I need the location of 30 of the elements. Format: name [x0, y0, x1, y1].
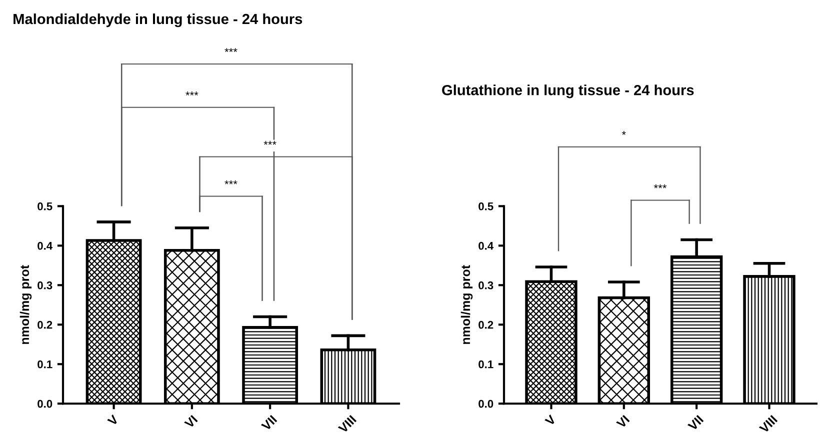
y-tick-label: 0.0 — [38, 400, 52, 408]
chart-title: Malondialdehyde in lung tissue - 24 hours — [14, 13, 302, 28]
y-tick-label: 0.4 — [38, 242, 53, 250]
text: *** — [654, 184, 667, 188]
y-axis-title: nmol/mg prot — [20, 265, 32, 344]
text: *** — [264, 140, 276, 145]
x-tick-label: V — [107, 414, 119, 426]
text: * — [622, 131, 626, 135]
x-tick-label: V — [544, 414, 556, 426]
y-tick-label: 0.4 — [478, 242, 494, 250]
y-axis-title: nmol/mg prot — [460, 265, 473, 344]
y-tick-label: 0.2 — [38, 320, 52, 329]
x-tick-label: VII — [687, 414, 704, 432]
x-tick-label: VI — [184, 414, 198, 429]
x-tick-label: VIII — [338, 414, 357, 434]
chart-title: Glutathione in lung tissue - 24 hours — [442, 84, 694, 98]
x-tick-label: VIII — [758, 414, 778, 434]
y-tick-label: 0.1 — [478, 360, 494, 368]
x-tick-label: VII — [260, 414, 278, 432]
y-tick-label: 0.5 — [38, 202, 52, 210]
y-tick-label: 0.1 — [38, 360, 52, 368]
y-tick-label: 0.3 — [478, 281, 494, 290]
y-tick-label: 0.3 — [38, 281, 52, 290]
y-tick-label: 0.5 — [478, 202, 494, 210]
y-tick-label: 0.0 — [478, 400, 494, 408]
x-tick-label: VI — [616, 414, 630, 429]
text: *** — [224, 48, 238, 52]
text: *** — [224, 180, 238, 184]
text: *** — [186, 92, 198, 96]
y-tick-label: 0.2 — [478, 320, 494, 329]
